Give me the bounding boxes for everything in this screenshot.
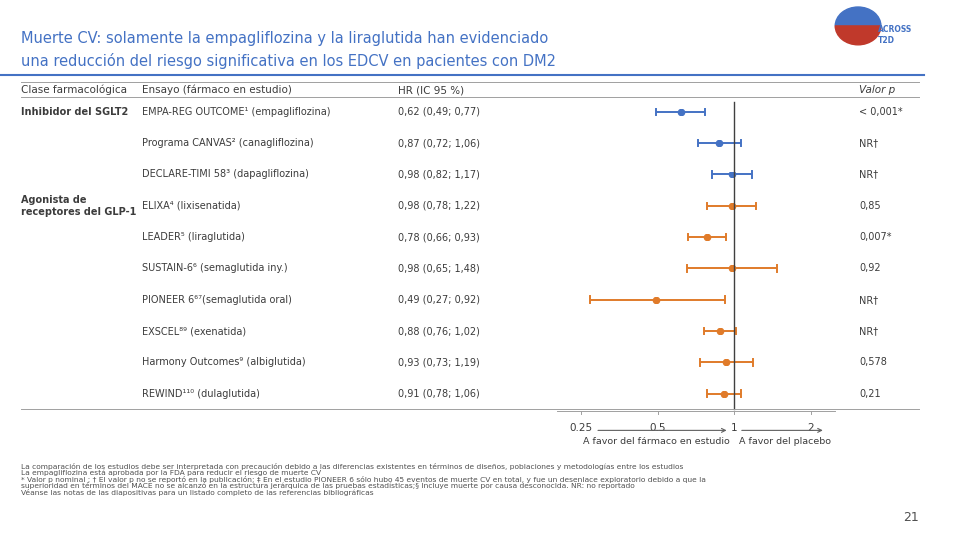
Text: DECLARE-TIMI 58³ (dapagliflozina): DECLARE-TIMI 58³ (dapagliflozina) <box>142 170 309 179</box>
Text: 0,92: 0,92 <box>859 264 881 273</box>
Text: 21: 21 <box>903 511 919 524</box>
Text: NR†: NR† <box>859 326 878 336</box>
Text: superioridad en términos del MACE no se alcanzó en la estructura jerárquica de l: superioridad en términos del MACE no se … <box>21 482 635 489</box>
Text: 0,93 (0,73; 1,19): 0,93 (0,73; 1,19) <box>398 357 480 367</box>
Text: 0,98 (0,78; 1,22): 0,98 (0,78; 1,22) <box>398 201 480 211</box>
Text: EXSCEL⁸⁹ (exenatida): EXSCEL⁸⁹ (exenatida) <box>142 326 246 336</box>
Text: 0,49 (0,27; 0,92): 0,49 (0,27; 0,92) <box>398 295 480 305</box>
Wedge shape <box>835 7 881 26</box>
Text: 0,98 (0,65; 1,48): 0,98 (0,65; 1,48) <box>398 264 480 273</box>
Text: 0,87 (0,72; 1,06): 0,87 (0,72; 1,06) <box>398 138 480 148</box>
Text: 1: 1 <box>731 423 737 434</box>
Text: La empagliflozina está aprobada por la FDA para reducir el riesgo de muerte CV: La empagliflozina está aprobada por la F… <box>21 469 322 476</box>
Text: 0,98 (0,82; 1,17): 0,98 (0,82; 1,17) <box>398 170 480 179</box>
Text: 0.5: 0.5 <box>650 423 666 434</box>
Text: < 0,001*: < 0,001* <box>859 107 902 117</box>
Text: NR†: NR† <box>859 138 878 148</box>
Text: 0,62 (0,49; 0,77): 0,62 (0,49; 0,77) <box>398 107 480 117</box>
Text: T2D: T2D <box>877 36 895 45</box>
Text: Clase farmacológica: Clase farmacológica <box>21 85 127 96</box>
Text: Muerte CV: solamente la empagliflozina y la liraglutida han evidenciado: Muerte CV: solamente la empagliflozina y… <box>21 31 548 46</box>
Text: Harmony Outcomes⁹ (albiglutida): Harmony Outcomes⁹ (albiglutida) <box>142 357 305 367</box>
Text: Valor p: Valor p <box>859 85 896 95</box>
Text: 2: 2 <box>807 423 814 434</box>
Text: * Valor p nominal ; † El valor p no se reportó en la publicación; ‡ En el estudi: * Valor p nominal ; † El valor p no se r… <box>21 476 706 483</box>
Text: 0.25: 0.25 <box>570 423 593 434</box>
Text: 0,91 (0,78; 1,06): 0,91 (0,78; 1,06) <box>398 389 480 399</box>
Text: Programa CANVAS² (canagliflozina): Programa CANVAS² (canagliflozina) <box>142 138 314 148</box>
Text: ACROSS: ACROSS <box>877 25 912 34</box>
Wedge shape <box>835 26 881 45</box>
Text: LEADER⁵ (liraglutida): LEADER⁵ (liraglutida) <box>142 232 245 242</box>
Text: NR†: NR† <box>859 170 878 179</box>
Text: La comparación de los estudios debe ser interpretada con precaución debido a las: La comparación de los estudios debe ser … <box>21 463 684 470</box>
Text: PIONEER 6⁶⁷(semaglutida oral): PIONEER 6⁶⁷(semaglutida oral) <box>142 295 292 305</box>
Text: 0,21: 0,21 <box>859 389 881 399</box>
Text: 0,578: 0,578 <box>859 357 887 367</box>
Text: A favor del fármaco en estudio: A favor del fármaco en estudio <box>583 437 730 446</box>
Text: 0,007*: 0,007* <box>859 232 892 242</box>
Text: Agonista de
receptores del GLP-1: Agonista de receptores del GLP-1 <box>21 194 136 217</box>
Text: ELIXA⁴ (lixisenatida): ELIXA⁴ (lixisenatida) <box>142 201 241 211</box>
Text: HR (IC 95 %): HR (IC 95 %) <box>398 85 465 95</box>
Text: Inhibidor del SGLT2: Inhibidor del SGLT2 <box>21 107 129 117</box>
Text: NR†: NR† <box>859 295 878 305</box>
Text: 0,85: 0,85 <box>859 201 881 211</box>
Text: SUSTAIN-6⁶ (semaglutida iny.): SUSTAIN-6⁶ (semaglutida iny.) <box>142 264 288 273</box>
Text: REWIND¹¹⁰ (dulaglutida): REWIND¹¹⁰ (dulaglutida) <box>142 389 260 399</box>
Text: A favor del placebo: A favor del placebo <box>739 437 831 446</box>
Text: 0,78 (0,66; 0,93): 0,78 (0,66; 0,93) <box>398 232 480 242</box>
Text: EMPA-REG OUTCOME¹ (empagliflozina): EMPA-REG OUTCOME¹ (empagliflozina) <box>142 107 330 117</box>
Text: 0,88 (0,76; 1,02): 0,88 (0,76; 1,02) <box>398 326 480 336</box>
Text: Ensayo (fármaco en estudio): Ensayo (fármaco en estudio) <box>142 85 292 96</box>
Text: una reducción del riesgo significativa en los EDCV en pacientes con DM2: una reducción del riesgo significativa e… <box>21 52 556 69</box>
Text: Véanse las notas de las diapositivas para un listado completo de las referencias: Véanse las notas de las diapositivas par… <box>21 489 373 496</box>
